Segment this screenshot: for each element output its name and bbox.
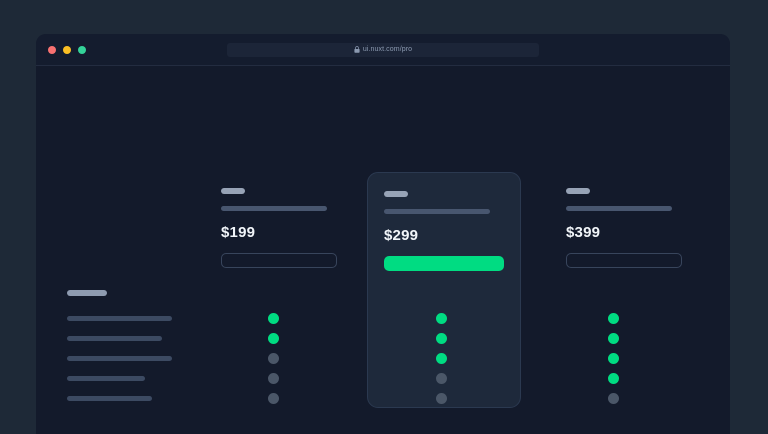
feature-row [36, 329, 730, 349]
pricing-card-1[interactable]: $199 [205, 170, 353, 284]
feature-excluded-icon [436, 393, 447, 404]
pricing-card-2-featured[interactable]: $299 [367, 172, 521, 408]
feature-included-icon [608, 373, 619, 384]
plan-name-placeholder-1 [221, 188, 245, 194]
maximize-window-button[interactable] [78, 45, 86, 54]
feature-label-placeholder [67, 316, 172, 321]
feature-row [36, 369, 730, 389]
window-controls [48, 45, 86, 54]
plan-description-placeholder-2 [384, 209, 490, 214]
feature-row [36, 309, 730, 329]
feature-included-icon [436, 313, 447, 324]
plan-price-1: $199 [221, 224, 256, 241]
feature-included-icon [608, 353, 619, 364]
feature-excluded-icon [436, 373, 447, 384]
feature-included-icon [268, 313, 279, 324]
plan-cta-button-1[interactable] [221, 253, 337, 268]
plan-cta-button-2[interactable] [384, 256, 504, 271]
plan-price-2: $299 [384, 227, 419, 244]
feature-label-placeholder [67, 336, 162, 341]
feature-row [36, 389, 730, 409]
feature-excluded-icon [268, 393, 279, 404]
lock-icon [354, 46, 360, 53]
feature-excluded-icon [268, 353, 279, 364]
feature-included-icon [608, 313, 619, 324]
plan-description-placeholder-3 [566, 206, 672, 211]
plan-name-placeholder-3 [566, 188, 590, 194]
close-window-button[interactable] [48, 45, 56, 54]
address-bar-url: ui.nuxt.com/pro [362, 46, 413, 53]
comparison-heading-placeholder [67, 290, 107, 296]
feature-excluded-icon [608, 393, 619, 404]
feature-row [36, 349, 730, 369]
plan-price-3: $399 [566, 224, 601, 241]
feature-label-placeholder [67, 356, 172, 361]
address-bar[interactable]: ui.nuxt.com/pro [227, 42, 539, 57]
minimize-window-button[interactable] [63, 45, 71, 54]
feature-included-icon [436, 353, 447, 364]
pricing-card-3[interactable]: $399 [550, 170, 698, 284]
feature-included-icon [268, 333, 279, 344]
plan-name-placeholder-2 [384, 191, 408, 197]
feature-label-placeholder [67, 376, 145, 381]
browser-window: ui.nuxt.com/pro $199 $299 $399 [36, 34, 730, 434]
feature-included-icon [608, 333, 619, 344]
feature-included-icon [436, 333, 447, 344]
feature-excluded-icon [268, 373, 279, 384]
browser-toolbar: ui.nuxt.com/pro [36, 34, 730, 66]
feature-label-placeholder [67, 396, 152, 401]
plan-cta-button-3[interactable] [566, 253, 682, 268]
plan-description-placeholder-1 [221, 206, 327, 211]
page-content: $199 $299 $399 [36, 66, 730, 434]
